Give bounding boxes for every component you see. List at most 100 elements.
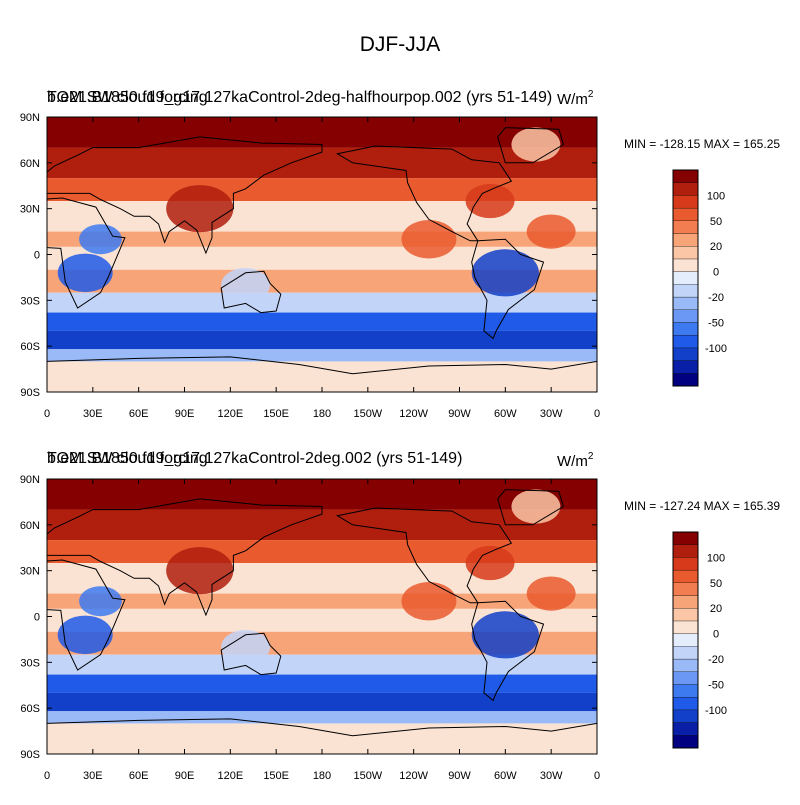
regional-anomaly [166,547,234,595]
min-max-label: MIN = -127.24 MAX = 165.39 [624,499,780,513]
colorbar-swatch [672,246,699,260]
colorbar-swatch [672,658,699,672]
x-tick-label: 60E [129,770,149,782]
colorbar-swatch [672,709,699,723]
regional-anomaly [79,586,122,617]
latitude-band [47,723,597,754]
min-max-label: MIN = -128.15 MAX = 165.25 [624,137,780,151]
x-tick-label: 60W [494,770,517,782]
units-label: W/m2 [557,89,594,108]
x-tick-label: 30E [83,770,103,782]
regional-anomaly [401,581,457,621]
regional-anomaly [221,267,271,303]
latitude-band [47,269,597,293]
latitude-band [47,361,597,392]
map-area [46,116,598,393]
x-tick-label: 90W [448,408,471,420]
colorbar-swatch [672,335,699,349]
latitude-band [47,178,597,202]
regional-anomaly [526,214,576,249]
regional-anomaly [57,253,113,293]
panel-top: TOM SW cloud forcing b.e21.B1850.f19_g17… [20,89,781,420]
latitude-band [47,540,597,564]
coastline-antarctica [47,718,597,754]
colorbar-swatch [672,735,699,749]
coastline-africa [47,197,126,309]
panel-title-variable: TOM SW cloud forcing [47,450,208,467]
colorbar-swatch [672,182,699,196]
x-tick-label: 120E [217,408,243,420]
y-tick-label: 30N [20,566,40,578]
latitude-band [47,246,597,270]
colorbar-swatch [672,620,699,634]
colorbar-swatch [672,582,699,596]
y-tick-label: 90S [20,749,40,761]
colorbar-swatch [672,233,699,247]
y-tick-label: 90S [20,387,40,399]
x-tick-label: 0 [594,770,600,782]
colorbar-swatch [672,697,699,711]
colorbar-swatch [672,373,699,387]
latitude-band [47,711,597,724]
latitude-band [47,593,597,609]
y-tick-label: 60N [20,520,40,532]
latitude-band [47,692,597,712]
colorbar-swatch [672,322,699,336]
latitude-band [47,330,597,350]
latitude-band [47,674,597,693]
coastline-greenland [497,127,564,164]
latitude-band [47,563,597,594]
figure-title: DJF-JJA [360,33,441,56]
colorbar-swatch [672,284,699,298]
x-tick-label: 90E [175,408,195,420]
panel-title-case: b.e21.B1850.f19_g17.127kaControl-2deg.00… [47,450,462,467]
x-tick-label: 120W [399,408,428,420]
colorbar-label: -50 [708,317,724,329]
y-tick-label: 30S [20,295,40,307]
x-tick-label: 90E [175,770,195,782]
x-tick-label: 120W [399,770,428,782]
coastline-africa [47,559,126,671]
colorbar-swatch [672,671,699,685]
latitude-band [47,654,597,675]
colorbar-swatch [672,309,699,323]
x-tick-label: 150W [353,408,382,420]
colorbar-swatch [672,608,699,622]
regional-anomaly [465,545,515,581]
regional-anomaly [471,611,539,659]
colorbar-label: -50 [708,679,724,691]
x-tick-label: 150E [263,770,289,782]
latitude-band [47,231,597,247]
colorbar-label: -100 [705,705,727,717]
latitude-band [47,201,597,232]
regional-anomaly [401,219,457,259]
latitude-band [47,479,597,510]
y-tick-label: 30S [20,657,40,669]
colorbar-swatch [672,531,699,545]
coastline-southAmerica [471,238,545,340]
colorbar-swatch [672,684,699,698]
colorbar-swatch [672,569,699,583]
latitude-band [47,608,597,632]
coastline-greenland [497,489,564,526]
regional-anomaly [166,185,234,233]
x-tick-label: 180 [313,408,331,420]
colorbar-label: 50 [710,578,722,590]
colorbar: 100 50 20 0 -20 -50 -100 [672,531,727,749]
regional-anomaly [465,183,515,219]
colorbar-swatch [672,258,699,272]
latitude-band [47,117,597,148]
units-label: W/m2 [557,451,594,470]
x-tick-label: 90W [448,770,471,782]
panel-title-case: b.e21.B1850.f19_g17.127kaControl-2deg-ha… [47,89,552,106]
regional-anomaly [79,224,122,255]
x-tick-label: 30W [540,770,563,782]
regional-anomaly [511,489,561,524]
regional-anomaly [57,615,113,655]
colorbar-label: 0 [713,629,719,641]
colorbar-swatch [672,271,699,285]
y-tick-label: 90N [20,112,40,124]
x-tick-label: 60E [129,408,149,420]
x-tick-label: 0 [44,770,50,782]
